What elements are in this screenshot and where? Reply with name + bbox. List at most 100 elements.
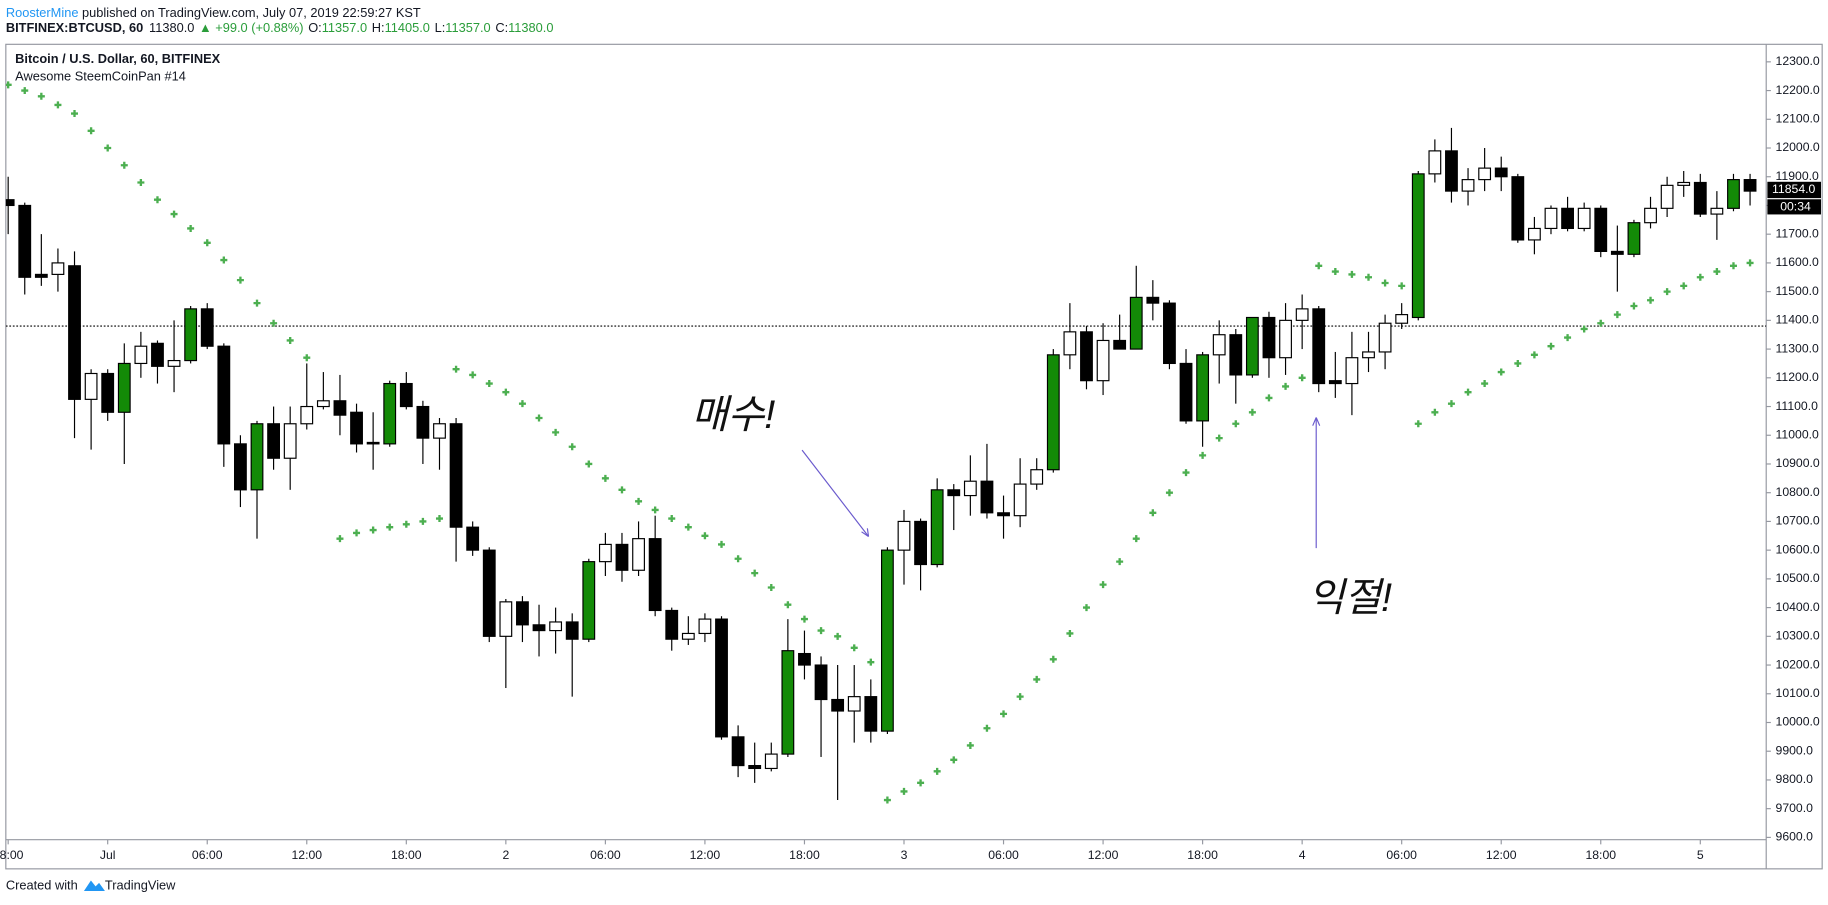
candle-body <box>897 520 911 551</box>
sar-point <box>1033 675 1041 683</box>
candle-body <box>499 601 513 637</box>
candle-body <box>1129 296 1143 350</box>
candle-body <box>383 382 397 445</box>
y-tick-label: 11500.0 <box>1776 284 1820 298</box>
sar-point <box>651 506 659 514</box>
candle-body <box>1511 176 1525 241</box>
sar-point <box>1464 388 1472 396</box>
sar-point <box>1315 262 1323 270</box>
sar-point <box>883 796 891 804</box>
sar-point <box>419 517 427 525</box>
candle-body <box>416 405 430 439</box>
candle-body <box>18 204 32 278</box>
x-tick-label: 2 <box>502 848 509 862</box>
last-price-label: 11854.0 <box>1772 182 1816 196</box>
sar-point <box>535 414 543 422</box>
sar-point <box>386 523 394 531</box>
candle-body <box>715 618 728 738</box>
sar-point <box>1447 400 1455 408</box>
y-tick-label: 10500.0 <box>1776 571 1820 585</box>
y-tick-label: 11300.0 <box>1776 341 1820 355</box>
candle-body <box>880 549 894 732</box>
arrow-head <box>861 528 870 537</box>
header-line: RoosterMine published on TradingView.com… <box>6 5 421 20</box>
candle-body <box>997 512 1010 517</box>
candle-body <box>1577 207 1591 230</box>
candle-body <box>151 342 164 367</box>
chart-title: Bitcoin / U.S. Dollar, 60, BITFINEX <box>15 51 220 66</box>
sar-point <box>1199 451 1207 459</box>
sar-point <box>286 336 294 344</box>
candle-body <box>1644 207 1657 224</box>
candle-body <box>184 308 198 362</box>
sar-point <box>1000 710 1008 718</box>
candle-body <box>167 359 181 367</box>
sar-point <box>236 276 244 284</box>
candle-body <box>947 489 961 497</box>
candle-body <box>117 362 131 413</box>
candle-body <box>1594 207 1608 253</box>
sar-point <box>1099 581 1107 589</box>
y-tick-label: 11600.0 <box>1776 255 1820 269</box>
candle-body <box>963 480 977 497</box>
change: +99.0 (+0.88%) <box>215 21 303 36</box>
candle-body <box>1163 302 1176 365</box>
candle-body <box>1046 354 1060 471</box>
candle-body <box>1727 179 1740 209</box>
candle-body <box>665 609 679 640</box>
candle-body <box>864 696 878 732</box>
footer-brand[interactable]: TradingView <box>105 878 176 893</box>
sar-point <box>850 644 858 652</box>
candle-body <box>350 411 363 445</box>
candle-body <box>1328 380 1342 385</box>
y-tick-label: 11200.0 <box>1776 370 1820 384</box>
candle-body <box>1411 173 1425 319</box>
author[interactable]: RoosterMine <box>6 5 79 20</box>
sar-point <box>87 127 95 135</box>
candle-body <box>101 372 115 413</box>
x-tick-label: 06:00 <box>1386 848 1417 862</box>
sar-point <box>353 529 361 537</box>
candle-body <box>1096 339 1110 382</box>
candle-body <box>598 543 612 563</box>
sar-point <box>1663 288 1671 296</box>
sar-point <box>1696 273 1704 281</box>
candle-body <box>1561 207 1574 230</box>
sar-point <box>1564 334 1572 342</box>
y-tick-label: 10900.0 <box>1776 456 1820 470</box>
footer-created: Created with <box>6 878 78 893</box>
y-tick-label: 12100.0 <box>1776 112 1820 126</box>
x-tick-label: 18:00 <box>0 848 24 862</box>
sar-point <box>54 101 62 109</box>
sar-point <box>1414 420 1422 428</box>
x-tick-label: 5 <box>1697 848 1704 862</box>
candle-body <box>5 199 15 207</box>
candle-body <box>466 526 480 551</box>
x-tick-label: 18:00 <box>1187 848 1218 862</box>
sar-point <box>1481 380 1489 388</box>
published: published on TradingView.com, July 07, 2… <box>78 5 420 20</box>
sar-point <box>800 615 808 623</box>
sar-point <box>485 380 493 388</box>
x-tick-label: 18:00 <box>1585 848 1616 862</box>
logo <box>83 880 105 892</box>
candle-body <box>1013 483 1027 517</box>
candle-body <box>1146 296 1160 304</box>
y-tick-label: 9900.0 <box>1776 743 1814 757</box>
candle-body <box>300 405 314 425</box>
candle-body <box>798 652 811 666</box>
x-tick-label: 12:00 <box>291 848 322 862</box>
candle-body <box>582 561 596 640</box>
x-tick-label: 06:00 <box>988 848 1019 862</box>
candle-body <box>615 543 629 571</box>
l: 11357.0 <box>445 21 490 36</box>
candle-body <box>1660 184 1674 209</box>
candle-body <box>930 489 944 566</box>
sar-point <box>1746 259 1754 267</box>
candle-body <box>781 650 795 755</box>
sar-point <box>1381 279 1389 287</box>
candle-body <box>814 664 828 701</box>
sar-point <box>402 520 410 528</box>
sar-point <box>618 486 626 494</box>
